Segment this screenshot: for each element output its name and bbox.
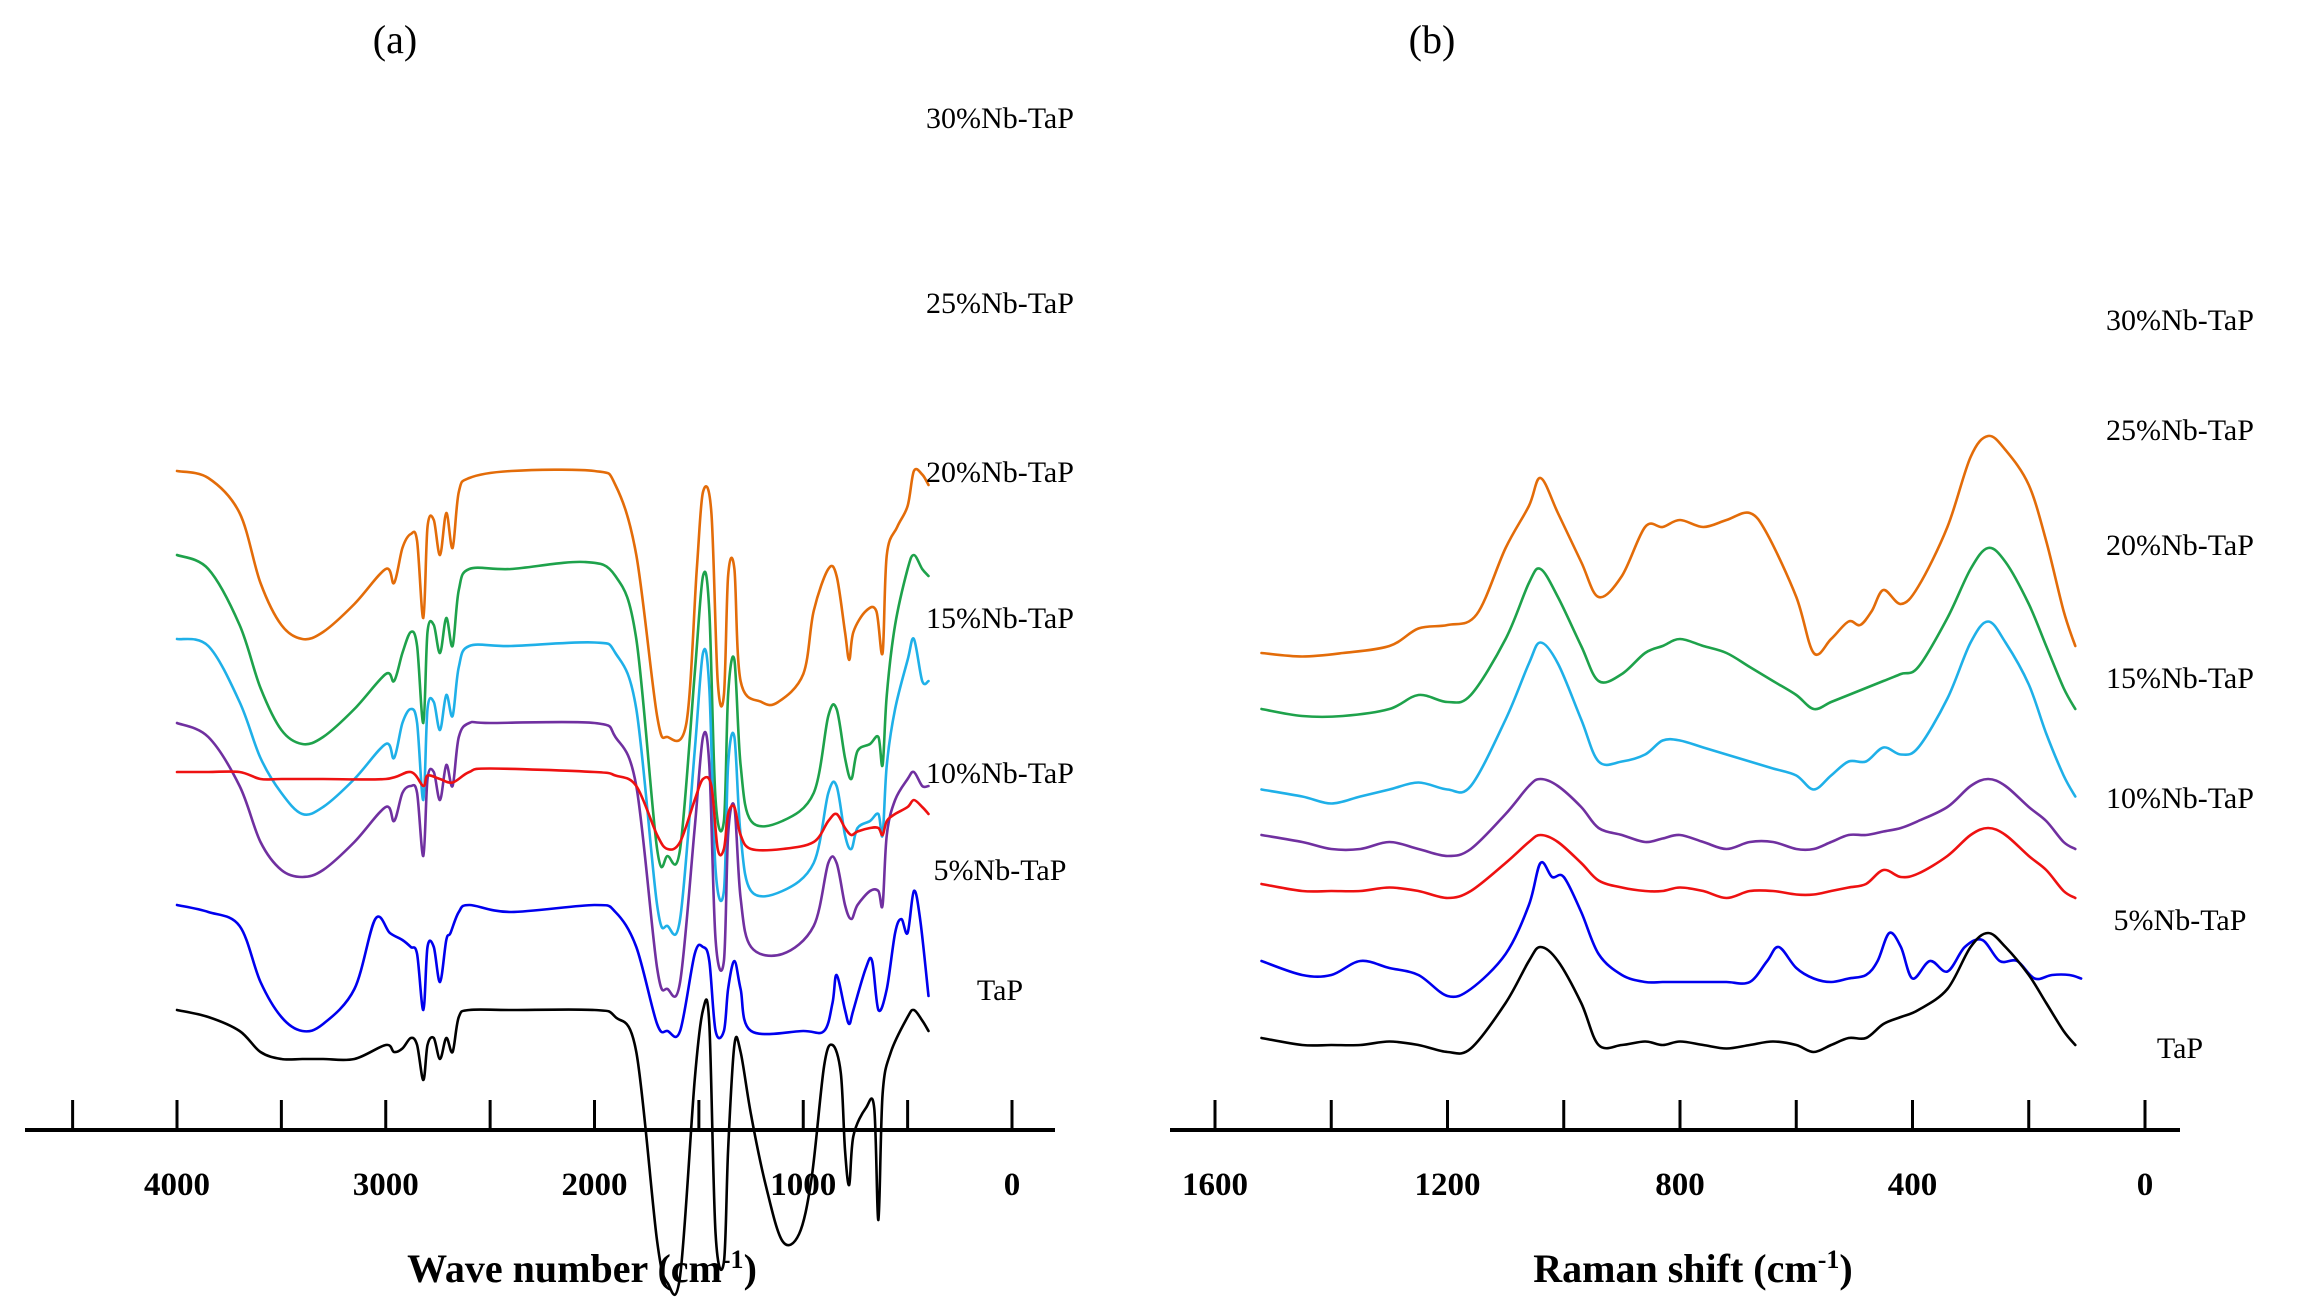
panel-b-x-tick-label: 0 <box>2137 1167 2154 1203</box>
panel-b-series-tap <box>1260 931 2077 1055</box>
panel-a-chart: 4000 3000 2000 1000 0 30%Nb-TaP 25%Nb-TaP 20%Nb… <box>71 102 1074 1296</box>
panel-b-series-20-nb-tap <box>1260 620 2077 805</box>
panel-b-series-label: 30%Nb-TaP <box>2106 304 2254 337</box>
panel-a-x-axis-title-main: Wave number (cm <box>407 1246 722 1291</box>
panel-b-series-label: 5%Nb-TaP <box>2114 904 2247 937</box>
panel-a-series-25-nb-tap <box>175 553 930 869</box>
panel-a-series-label: 5%Nb-TaP <box>934 854 1067 887</box>
panel-a-x-tick-label: 4000 <box>144 1167 210 1203</box>
panel-b-x-tick-label: 1200 <box>1415 1167 1481 1203</box>
panel-a-x-tick-label: 3000 <box>353 1167 419 1203</box>
panel-b-series-5-nb-tap <box>1260 860 2083 999</box>
panel-a-x-tick-label: 1000 <box>770 1167 836 1203</box>
panel-a-series-label: 10%Nb-TaP <box>926 757 1074 790</box>
panel-a-x-axis-title: Wave number (cm-1) <box>407 1245 757 1292</box>
panel-b-chart: 1600 1200 800 400 0 30%Nb-TaP 25%Nb-TaP 20%Nb-T… <box>1182 304 2254 1203</box>
panel-b-series-label: 20%Nb-TaP <box>2106 529 2254 562</box>
panel-b-x-axis-title-main: Raman shift (cm <box>1533 1246 1817 1291</box>
panel-a-x-axis-title-sup: -1 <box>722 1245 744 1274</box>
panel-b-series-25-nb-tap <box>1260 546 2077 719</box>
panel-b-x-tick-label: 800 <box>1655 1167 1705 1203</box>
panel-a-series-label: 25%Nb-TaP <box>926 287 1074 320</box>
panel-b-series-15-nb-tap <box>1260 777 2077 858</box>
panel-b-series-label: 10%Nb-TaP <box>2106 782 2254 815</box>
panel-a-series-20-nb-tap <box>175 637 930 936</box>
panel-a-series-30-nb-tap <box>175 467 930 743</box>
panel-a-series-label: 20%Nb-TaP <box>926 456 1074 489</box>
panel-a-series-tap <box>175 998 930 1296</box>
panel-a-label: (a) <box>373 17 417 62</box>
panel-b-x-tick-label: 400 <box>1888 1167 1938 1203</box>
panel-b-x-axis-title: Raman shift (cm-1) <box>1533 1245 1852 1292</box>
panel-b-x-axis-title-close: ) <box>1839 1246 1852 1291</box>
panel-a-x-tick-label: 2000 <box>562 1167 628 1203</box>
panel-b-series-30-nb-tap <box>1260 434 2077 658</box>
panel-b-series-label: 25%Nb-TaP <box>2106 414 2254 447</box>
panel-a-series-10-nb-tap <box>175 767 930 857</box>
panel-a-series-15-nb-tap <box>175 720 930 998</box>
panel-b-label: (b) <box>1409 17 1456 62</box>
panel-a-x-tick-label: 0 <box>1004 1167 1021 1203</box>
panel-b-series-10-nb-tap <box>1260 826 2077 900</box>
panel-a-series-label: 30%Nb-TaP <box>926 102 1074 135</box>
panel-a-x-axis-title-close: ) <box>744 1246 757 1291</box>
panel-b-x-axis-title-sup: -1 <box>1818 1245 1840 1274</box>
panel-b-x-tick-label: 1600 <box>1182 1167 1248 1203</box>
panel-a-series-5-nb-tap <box>175 889 930 1040</box>
panel-a-series-label: TaP <box>977 974 1023 1007</box>
panel-a-series-label: 15%Nb-TaP <box>926 602 1074 635</box>
panel-b-series-label: TaP <box>2157 1032 2203 1065</box>
panel-b-series-label: 15%Nb-TaP <box>2106 662 2254 695</box>
